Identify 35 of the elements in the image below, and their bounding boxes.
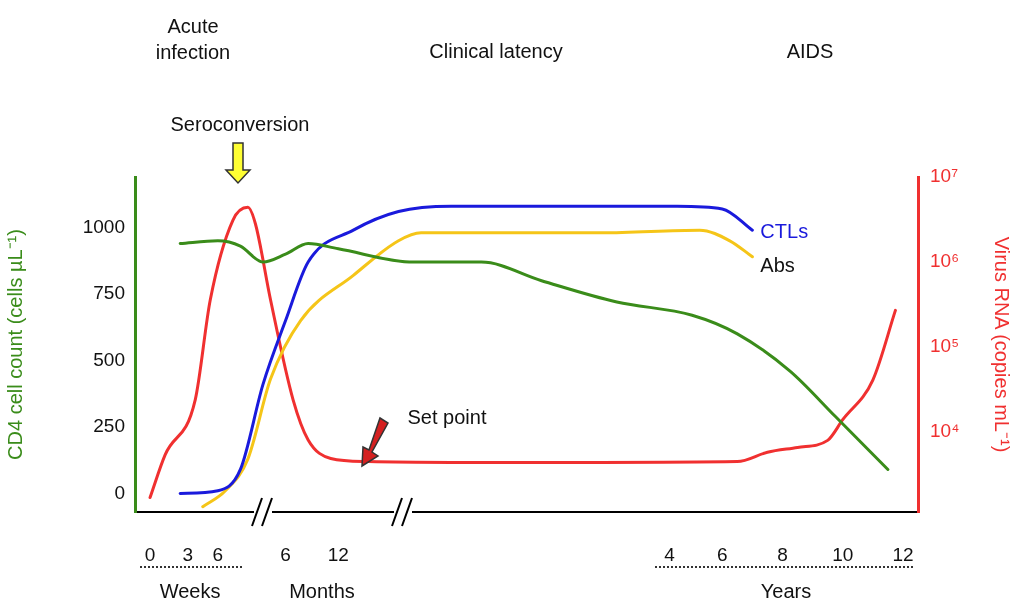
x-tick-label: 8 — [777, 543, 788, 565]
x-tick-label: 10 — [832, 543, 854, 565]
text: Months — [289, 579, 355, 602]
line-series — [148, 205, 897, 500]
x-tick-label: 6 — [280, 543, 291, 565]
series-label: Abs — [760, 254, 795, 277]
y2-tick-label: 10⁷ — [930, 165, 959, 187]
series-label: CTLs — [760, 219, 809, 242]
y-tick-label: 1000 — [82, 215, 125, 237]
y-tick-label: 500 — [93, 348, 125, 370]
x-tick-label: 6 — [716, 543, 728, 565]
x-tick-label: 4 — [664, 543, 676, 565]
y2-tick-label: 10⁶ — [930, 250, 959, 272]
line-series — [178, 204, 754, 495]
line-series — [178, 239, 890, 471]
y-axis-title: CD4 cell count (cells µL⁻¹) — [3, 229, 26, 460]
y-tick-label: 0 — [114, 481, 125, 503]
text: Weeks — [159, 579, 221, 602]
text: Years — [760, 579, 812, 602]
x-tick-label: 12 — [892, 543, 914, 565]
x-tick-label: 6 — [212, 543, 224, 565]
text: Clinical latency — [429, 39, 563, 62]
y2-tick-label: 10⁴ — [930, 420, 960, 442]
y2-axis-title: Virus RNA (copies mL⁻¹) — [991, 236, 1014, 453]
x-tick-label: 0 — [144, 543, 156, 565]
line-series — [201, 228, 754, 509]
y-tick-label: 750 — [93, 282, 125, 304]
x-tick-label: 12 — [327, 543, 349, 565]
x-tick-label: 3 — [182, 543, 193, 565]
y-tick-label: 250 — [93, 415, 125, 437]
annotation: Set point — [407, 406, 487, 428]
text: Acute infection — [155, 14, 231, 63]
text: Seroconversion — [170, 112, 310, 135]
y2-tick-label: 10⁵ — [930, 335, 960, 357]
text: AIDS — [786, 39, 834, 62]
